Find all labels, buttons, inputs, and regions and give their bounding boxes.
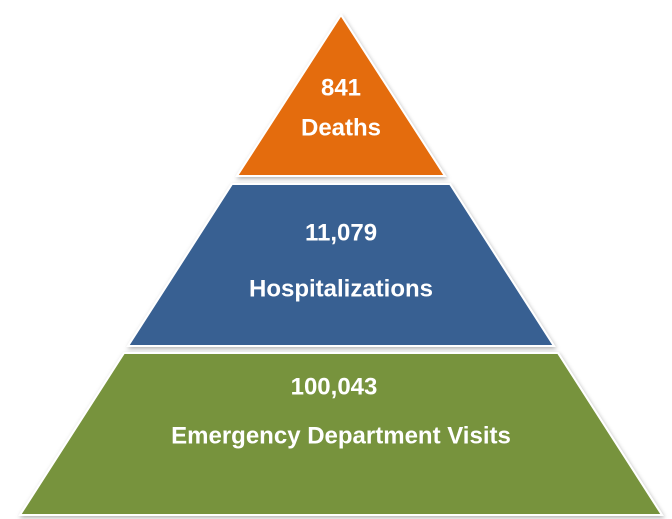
level-top — [235, 13, 447, 177]
level-label: Deaths — [301, 114, 381, 141]
level-label: Hospitalizations — [249, 275, 433, 302]
level-value: 100,043 — [291, 373, 378, 400]
level-bottom — [18, 352, 664, 516]
level-value: 841 — [321, 74, 361, 101]
level-value: 11,079 — [305, 219, 377, 246]
level-label: Emergency Department Visits — [171, 422, 511, 449]
level-middle — [126, 183, 556, 347]
